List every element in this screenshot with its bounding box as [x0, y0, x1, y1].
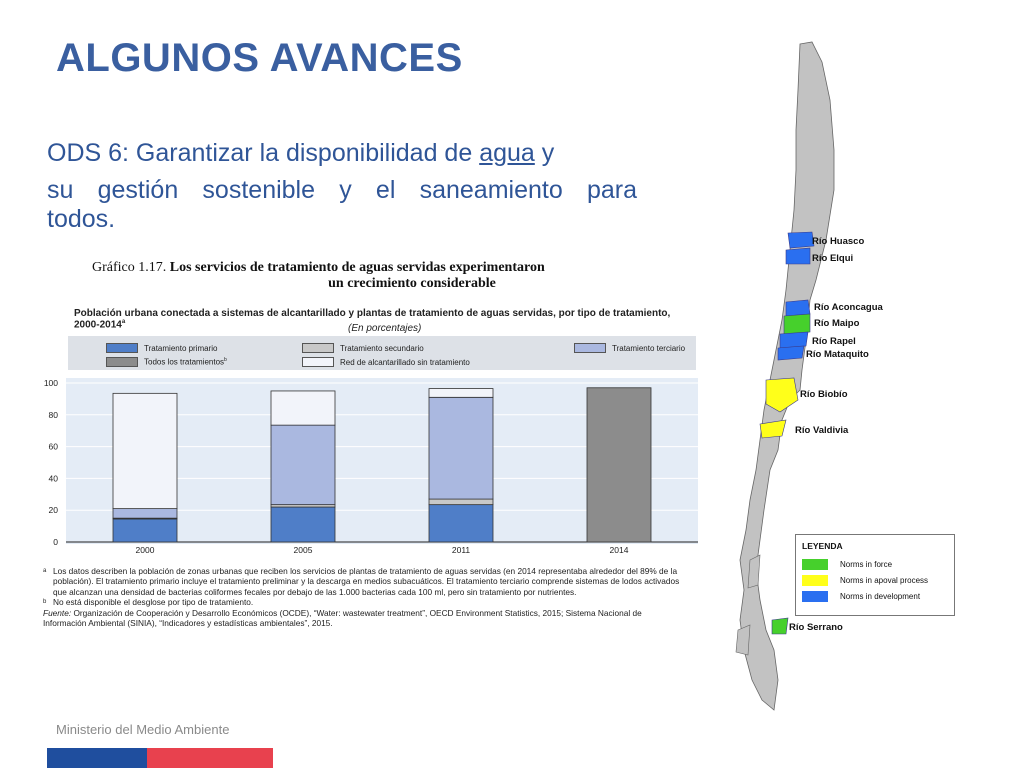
chart-header: Población urbana conectada a sistemas de…: [74, 308, 671, 331]
y-tick-label: 20: [49, 505, 59, 515]
legend-swatch: [302, 357, 334, 367]
x-tick-label: 2005: [294, 545, 313, 555]
chart-units: (En porcentajes): [348, 323, 422, 334]
bar-segment: [428, 396, 494, 500]
legend-label: Tratamiento primario: [144, 343, 218, 353]
x-tick-label: 2014: [610, 545, 629, 555]
map-legend-row: Norms in apoval process: [802, 575, 928, 586]
legend-label: Red de alcantarillado sin tratamiento: [340, 357, 470, 367]
page-title: ALGUNOS AVANCES: [56, 36, 463, 80]
bar-segment: [112, 518, 178, 543]
label-rio-rapel: Río Rapel: [812, 336, 856, 347]
basin-maipo: [783, 313, 811, 335]
basin-biobio: [765, 377, 799, 413]
brand-bar-red: [147, 748, 273, 768]
subtitle-line-3: todos.: [47, 205, 116, 233]
legend-label: Tratamiento secundario: [340, 343, 424, 353]
y-tick-label: 40: [49, 473, 59, 483]
chart-svg: 0 20 40 60 80 100 2000 2005 2011 2014: [44, 378, 698, 555]
green-swatch: [802, 559, 828, 570]
figure-label: Gráfico 1.17.: [92, 260, 167, 275]
label-rio-valdivia: Río Valdivia: [795, 425, 849, 436]
note-a: a Los datos describen la población de zon…: [43, 566, 680, 597]
basin-rapel: [779, 331, 809, 349]
brand-bar-blue: [47, 748, 147, 768]
label-rio-maipo: Río Maipo: [814, 318, 860, 329]
agua-link[interactable]: agua: [479, 139, 535, 167]
ministry-name: Ministerio del Medio Ambiente: [56, 722, 230, 737]
bar-segment: [270, 390, 336, 426]
label-rio-huasco: Río Huasco: [812, 236, 865, 247]
y-tick-label: 100: [44, 378, 58, 388]
bar-segment: [112, 508, 178, 519]
chart-legend: Tratamiento primario Tratamiento secundar…: [68, 336, 696, 370]
figure-title-line-1: Los servicios de tratamiento de aguas se…: [169, 260, 545, 275]
figure-notes: a Los datos describen la población de zon…: [43, 566, 683, 629]
label-rio-mataquito: Río Mataquito: [806, 349, 869, 360]
y-tick-label: 60: [49, 442, 59, 452]
bar-segment: [428, 504, 494, 543]
chile-map: [735, 41, 835, 711]
map-legend-title: LEYENDA: [802, 541, 843, 551]
x-tick-label: 2011: [452, 545, 471, 555]
legend-swatch: [574, 343, 606, 353]
x-tick-label: 2000: [136, 545, 155, 555]
label-rio-serrano: Río Serrano: [789, 622, 843, 633]
figure-title-line-2: un crecimiento considerable: [328, 276, 496, 291]
label-rio-aconcagua: Río Aconcagua: [814, 302, 883, 313]
figure-source: Fuente: Organización de Cooperación y De…: [43, 608, 642, 629]
bar-segment: [270, 424, 336, 506]
bar-segment: [586, 387, 652, 543]
label-rio-biobio: Río Biobío: [800, 389, 848, 400]
note-b: b No está disponible el desglose por tipo…: [43, 596, 254, 607]
legend-swatch: [302, 343, 334, 353]
basin-elqui: [785, 247, 811, 265]
map-legend-row: Norms in development: [802, 591, 920, 602]
y-tick-label: 0: [53, 537, 58, 547]
yellow-swatch: [802, 575, 828, 586]
subtitle-line-1: ODS 6: Garantizar la disponibilidad de a…: [47, 139, 555, 167]
y-tick-label: 80: [49, 410, 59, 420]
legend-swatch: [106, 343, 138, 353]
map-legend: LEYENDA Norms in force Norms in apoval p…: [795, 534, 955, 616]
bar-segment: [112, 392, 178, 510]
subtitle-line-2: su gestión sostenible y el saneamiento p…: [47, 176, 637, 204]
basin-valdivia: [759, 419, 787, 439]
legend-swatch: [106, 357, 138, 367]
basin-huasco: [787, 231, 815, 249]
basin-serrano: [771, 617, 789, 635]
legend-item: Todos los tratamientosb: [106, 357, 227, 367]
subtitle: ODS 6: Garantizar la disponibilidad de a…: [47, 135, 637, 238]
label-rio-elqui: Río Elqui: [812, 253, 854, 264]
basin-mataquito: [777, 345, 805, 361]
legend-item: Tratamiento secundario: [302, 343, 424, 353]
bar-segment: [270, 506, 336, 543]
basin-aconcagua: [785, 299, 811, 317]
chile-land: [739, 41, 835, 711]
legend-label: Todos los tratamientosb: [144, 357, 227, 367]
blue-swatch: [802, 591, 828, 602]
bar-segment: [428, 388, 494, 398]
legend-label: Tratamiento terciario: [612, 343, 686, 353]
map-legend-row: Norms in force: [802, 559, 892, 570]
figure-caption: Gráfico 1.17. Los servicios de tratamien…: [92, 260, 652, 292]
legend-item: Tratamiento terciario: [574, 343, 685, 353]
legend-item: Tratamiento primario: [106, 343, 218, 353]
legend-item: Red de alcantarillado sin tratamiento: [302, 357, 470, 367]
bar-segment: [428, 498, 494, 506]
